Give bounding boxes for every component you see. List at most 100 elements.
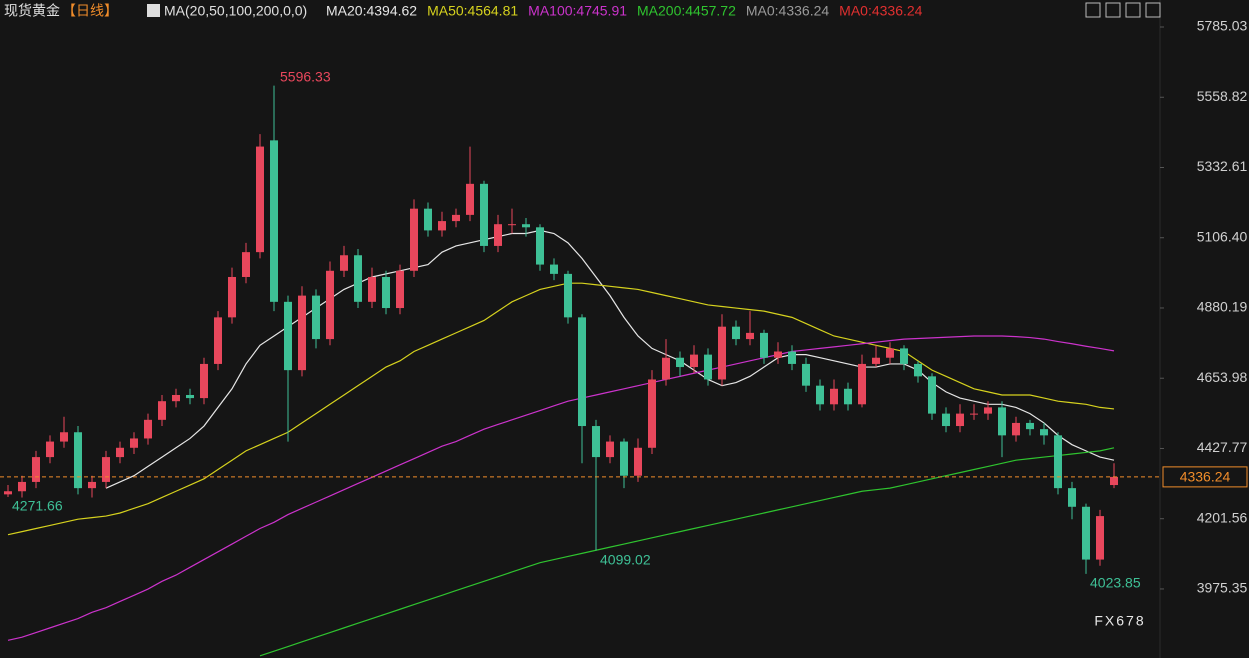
ma-line [7,335,1115,641]
candle-body [998,407,1006,436]
candle-body [312,295,320,340]
low-annotation: 4023.85 [1090,575,1141,591]
candle-body [1110,476,1118,486]
candle-body [788,351,796,364]
candle-body [368,276,376,302]
candle-body [900,348,908,364]
high-annotation: 5596.33 [280,68,331,84]
candle-body [830,388,838,405]
candle-body [1026,422,1034,430]
candle-body [802,363,810,386]
low-annotation: 4099.02 [600,551,651,567]
indicator: MA(20,50,100,200,0,0) [164,3,307,19]
candle-body [732,326,740,340]
candle-body [186,394,194,399]
candle-body [144,419,152,439]
indicator-icon [147,4,160,17]
candle-body [1082,506,1090,560]
candle-body [928,376,936,414]
candle-body [270,140,278,302]
candle-body [410,208,418,271]
last-price-label: 4336.24 [1180,469,1231,485]
candle-body [172,394,180,402]
ma-line [105,229,1115,489]
candle-body [74,432,82,489]
candle-body [354,255,362,302]
candle-body [550,264,558,274]
candle-body [858,363,866,405]
candle-body [970,413,978,415]
y-tick-label: 5558.82 [1197,88,1248,104]
candle-body [466,183,474,215]
candle-body [452,214,460,222]
legend-entry: MA50:4564.81 [427,3,518,19]
candle-body [984,407,992,414]
candle-body [676,357,684,368]
candle-body [886,348,894,358]
legend-entry: MA0:4336.24 [746,3,829,19]
candle-body [1040,429,1048,436]
candle-body [438,221,446,231]
candle-body [634,447,642,476]
candle-body [480,183,488,246]
candle-body [746,332,754,340]
candle-body [158,401,166,420]
candle-body [326,270,334,340]
legend-entry: MA100:4745.91 [528,3,627,19]
candle-body [522,224,530,228]
candle-body [508,224,516,226]
candle-body [46,441,54,458]
y-tick-label: 4427.77 [1197,439,1248,455]
candle-body [704,354,712,380]
candle-body [942,413,950,427]
candle-body [1054,435,1062,489]
candle-body [872,357,880,364]
candle-body [606,441,614,458]
ma-line [259,447,1115,657]
candle-body [396,270,404,309]
y-tick-label: 3975.35 [1197,580,1248,596]
candle-body [382,276,390,309]
candle-body [32,457,40,482]
candle-body [760,332,768,358]
candle-body [956,413,964,427]
candle-body [844,388,852,405]
period: 【日线】 [62,3,118,19]
candle-body [718,326,726,380]
y-tick-label: 4880.19 [1197,299,1248,315]
candle-body [690,354,698,368]
toolbar[interactable] [1085,2,1161,18]
legend-entry: MA0:4336.24 [839,3,922,19]
candle-body [648,379,656,448]
last-price-tag [1162,466,1248,488]
tool-icon[interactable] [1085,2,1101,18]
candle-body [620,441,628,476]
candle-body [914,363,922,377]
candle-body [200,363,208,399]
candle-body [242,252,250,277]
tool-icon[interactable] [1125,2,1141,18]
tool-icon[interactable] [1145,2,1161,18]
candle-body [578,317,586,427]
chart-title: 现货黄金 [4,3,60,19]
candle-body [256,146,264,253]
candle-body [494,224,502,246]
tool-icon[interactable] [1105,2,1121,18]
y-tick-label: 5106.40 [1197,228,1248,244]
candle-body [816,385,824,405]
candle-body [130,438,138,448]
candle-body [662,357,670,380]
candle-body [4,491,12,495]
candle-body [214,317,222,364]
y-tick-label: 4653.98 [1197,369,1248,385]
candle-body [102,457,110,482]
watermark: FX678 [1094,613,1145,629]
y-tick-label: 5785.03 [1197,18,1248,34]
candle-body [116,447,124,458]
y-tick-label: 5332.61 [1197,158,1248,174]
candle-body [424,208,432,231]
candle-body [1012,422,1020,436]
candle-body [228,276,236,318]
candle-body [284,301,292,371]
y-tick-label: 4201.56 [1197,509,1248,525]
